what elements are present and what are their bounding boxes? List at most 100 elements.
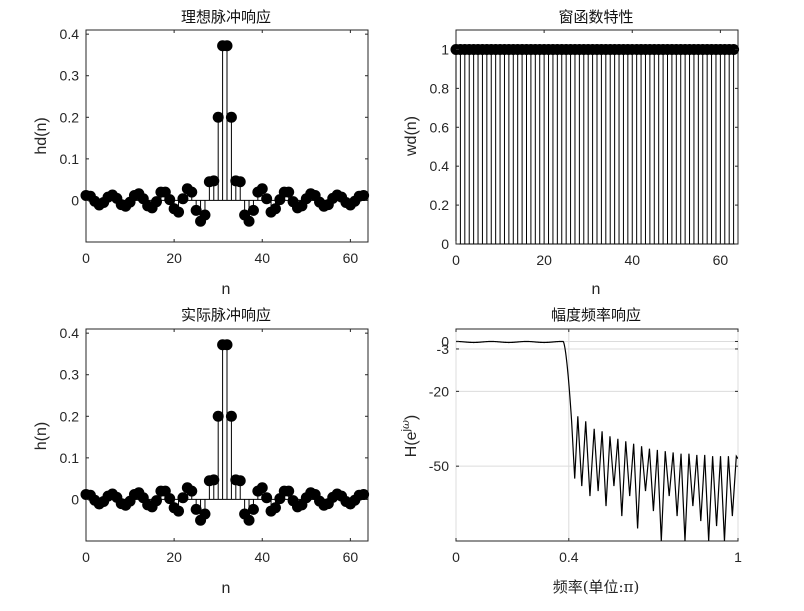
- stem-marker: [269, 203, 281, 215]
- stem-marker: [177, 492, 189, 504]
- stem-marker: [234, 475, 246, 487]
- y-axis-ticks: 0-3 -20 -50: [429, 333, 738, 474]
- stem-marker: [173, 505, 185, 517]
- stem-marker: [234, 176, 246, 188]
- x-axis-label: n: [222, 281, 231, 298]
- plot-area: [455, 328, 739, 542]
- magnitude-line: [456, 340, 738, 541]
- y-axis-label: hd(n): [33, 117, 50, 154]
- stem-marker: [225, 111, 237, 123]
- x-tick-label: 40: [624, 252, 640, 268]
- stem-marker: [221, 40, 233, 52]
- stem-marker: [186, 186, 198, 198]
- x-tick-label: 40: [254, 549, 270, 565]
- y-tick-label: 0: [71, 192, 79, 208]
- stem-marker: [256, 183, 268, 195]
- chart-title: 窗函数特性: [558, 8, 633, 26]
- y-tick-label: 0: [71, 491, 79, 507]
- stem-marker: [186, 485, 198, 497]
- stem-series: [450, 43, 740, 245]
- grid-lines: [455, 329, 739, 541]
- stem-marker: [358, 488, 370, 500]
- y-tick-label: -50: [429, 458, 449, 474]
- y-axis-ticks: 0 0.2 0.4 0.6 0.8 1: [430, 41, 738, 252]
- x-axis-ticks: 0 20 40 60: [82, 30, 358, 266]
- stem-marker: [247, 204, 259, 216]
- y-axis-ticks: 0 0.1 0.2 0.3 0.4: [60, 26, 368, 208]
- stem-series: [80, 40, 370, 227]
- stem-marker: [199, 508, 211, 520]
- y-tick-label: 0.4: [430, 158, 450, 174]
- stem-marker: [247, 503, 259, 515]
- magnitude-curve: [456, 340, 738, 541]
- stem-marker: [208, 474, 220, 486]
- subplot-ideal-impulse-response: 理想脉冲响应 0 20 40 60 0 0.1 0.2 0.3 0.4 n hd(n): [33, 8, 370, 298]
- y-tick-label: 0.2: [60, 408, 80, 424]
- stem-marker: [199, 209, 211, 221]
- stem-marker: [243, 514, 255, 526]
- x-tick-label: 0: [82, 549, 90, 565]
- y-axis-label: h(n): [33, 422, 50, 450]
- x-axis-ticks: 0 0.4 1: [452, 329, 742, 565]
- y-axis-label: H(ejω): [399, 415, 420, 458]
- y-tick-label: -20: [429, 383, 449, 399]
- y-tick-label: 0: [441, 333, 449, 349]
- x-tick-label: 60: [713, 252, 729, 268]
- y-tick-label: 0.8: [430, 80, 450, 96]
- x-tick-label: 0: [452, 252, 460, 268]
- stem-marker: [283, 186, 295, 198]
- subplot-magnitude-response: 幅度频率响应 0 0.4 1 0-3-20-50 频率(单位:π) H(ejω): [399, 306, 742, 596]
- stem-marker: [177, 193, 189, 205]
- x-tick-label: 0: [452, 549, 460, 565]
- stem-marker: [190, 204, 202, 216]
- stem-marker: [173, 206, 185, 218]
- stem-marker: [261, 193, 273, 205]
- x-axis-label: 频率(单位:π): [553, 578, 640, 596]
- y-tick-label: 1: [441, 41, 449, 57]
- stem-marker: [283, 485, 295, 497]
- x-axis-ticks: 0 20 40 60: [82, 329, 358, 565]
- stem-series: [80, 339, 370, 526]
- subplot-window-function: 窗函数特性 0 20 40 60 0 0.2 0.4 0.6 0.8 1 n wd(n): [403, 8, 740, 298]
- x-axis-ticks: 0 20 40 60: [452, 30, 728, 268]
- x-tick-label: 20: [536, 252, 552, 268]
- stem-marker: [728, 43, 740, 55]
- stem-marker: [221, 339, 233, 351]
- stem-marker: [256, 482, 268, 494]
- stem-marker: [190, 503, 202, 515]
- y-tick-label: 0.3: [60, 68, 80, 84]
- x-tick-label: 0: [82, 250, 90, 266]
- stem-marker: [164, 493, 176, 505]
- x-tick-label: 20: [166, 549, 182, 565]
- y-tick-label: 0.3: [60, 367, 80, 383]
- stem-marker: [208, 175, 220, 187]
- y-tick-label: -3: [437, 341, 450, 357]
- stem-marker: [151, 196, 162, 208]
- y-axis-label-text: H(ejω): [399, 415, 420, 458]
- x-axis-label: n: [222, 580, 231, 597]
- y-axis-label: wd(n): [403, 116, 420, 157]
- stem-marker: [151, 495, 162, 507]
- x-tick-label: 60: [343, 250, 359, 266]
- stem-marker: [269, 502, 281, 514]
- x-tick-label: 1: [734, 549, 742, 565]
- chart-title: 幅度频率响应: [551, 306, 641, 324]
- x-tick-label: 20: [166, 250, 182, 266]
- y-tick-label: 0.1: [60, 450, 80, 466]
- y-tick-label: 0.1: [60, 151, 80, 167]
- stem-marker: [243, 215, 255, 227]
- y-tick-label: 0.2: [430, 197, 450, 213]
- subplot-actual-impulse-response: 实际脉冲响应 0 20 40 60 0 0.1 0.2 0.3 0.4 n h(n): [33, 306, 370, 597]
- y-tick-label: 0: [441, 236, 449, 252]
- y-tick-label: 0.6: [430, 119, 450, 135]
- stem-marker: [358, 189, 370, 201]
- x-axis-label: n: [592, 281, 601, 298]
- y-axis-ticks: 0 0.1 0.2 0.3 0.4: [60, 325, 368, 507]
- chart-title: 理想脉冲响应: [181, 8, 271, 26]
- stem-marker: [212, 111, 224, 123]
- y-tick-label: 0.2: [60, 109, 80, 125]
- y-tick-label: 0.4: [60, 26, 80, 42]
- y-tick-label: 0.4: [60, 325, 80, 341]
- chart-title: 实际脉冲响应: [181, 306, 271, 324]
